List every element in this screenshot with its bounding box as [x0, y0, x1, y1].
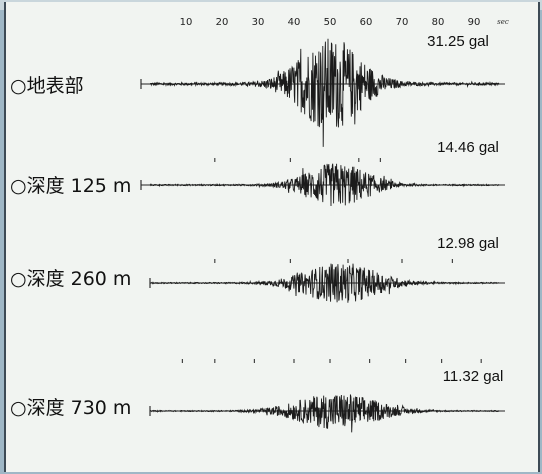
x-tick-label: 60: [360, 17, 373, 28]
x-tick-label: 50: [324, 17, 337, 28]
peak-acceleration-label: 31.25 gal: [427, 33, 489, 50]
x-unit-label: sec: [497, 18, 509, 26]
peak-acceleration-label: 14.46 gal: [437, 139, 499, 156]
station-label: ○深度 260 m: [10, 268, 131, 290]
peak-acceleration-label: 11.32 gal: [443, 368, 504, 385]
station-label: ○深度 125 m: [10, 175, 131, 197]
waveform-trace: [149, 163, 500, 207]
x-tick-label: 30: [252, 17, 265, 28]
station-label: ○地表部: [10, 75, 84, 97]
trace-row: ○深度 730 m 11.32 gal: [10, 359, 505, 433]
x-tick-label: 70: [396, 17, 409, 28]
waveform-trace: [149, 263, 500, 303]
trace-row: ○地表部 31.25 gal: [10, 33, 505, 147]
trace-row: ○深度 260 m 12.98 gal: [10, 235, 505, 303]
x-tick-label: 10: [180, 17, 193, 28]
waveform-trace: [149, 394, 500, 433]
x-tick-label: 80: [432, 17, 445, 28]
peak-acceleration-label: 12.98 gal: [437, 235, 499, 252]
station-label: ○深度 730 m: [10, 397, 131, 419]
x-tick-label: 20: [216, 17, 229, 28]
x-tick-label: 40: [288, 17, 301, 28]
waveform-trace: [150, 38, 500, 147]
x-tick-label: 90: [468, 17, 481, 28]
trace-row: ○深度 125 m 14.46 gal: [10, 139, 505, 207]
